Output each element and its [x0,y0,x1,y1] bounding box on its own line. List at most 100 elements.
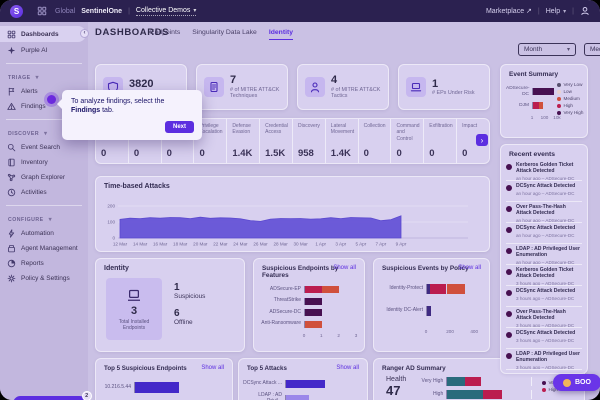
tactic-count: 0 [462,148,468,159]
tactic-column[interactable]: Credential Access 1.5K [260,119,293,163]
bar-row[interactable]: High [416,390,532,399]
marketplace-link[interactable]: Marketplace ↗ [485,8,532,15]
kpi-card[interactable]: 1 # EPs Under Risk [398,64,490,110]
tab-endpoints[interactable]: Endpoints [150,29,181,36]
sentinelone-logo-icon[interactable]: S [10,4,23,18]
recent-event-item[interactable]: Kerberos Golden Ticket Attack Detected 3 … [506,265,582,286]
bar-row[interactable]: LDAP : AD Privil... [243,392,357,400]
recent-event-item[interactable]: Kerberos Golden Ticket Attack Detected an… [506,160,582,181]
sidebar-collapse-button[interactable]: ‹ [80,29,89,38]
tab-identity[interactable]: Identity [268,29,294,40]
sidebar-item-agent-management[interactable]: Agent Management [0,241,88,256]
suspicious-stat[interactable]: 1 Suspicious [174,282,206,300]
sidebar-section-discover[interactable]: DISCOVER ▾ [8,131,48,137]
sidebar-item-reports[interactable]: Reports [0,256,88,271]
recent-event-item[interactable]: LDAP : AD Privileged User Enumeration 3 h… [506,349,582,370]
tactic-column[interactable]: 0 [162,119,195,163]
tour-beacon-findings[interactable] [47,95,56,104]
bar-track [134,382,222,393]
floating-demo-button[interactable]: BOO [553,374,600,391]
show-all-link[interactable]: Show all [333,265,356,271]
tactic-column[interactable]: Impact 0 [457,119,489,163]
help-menu[interactable]: Help ▾ [545,7,567,15]
severity-filter-select[interactable]: Med [584,43,600,56]
bar-row[interactable]: Identity DC-Alert [378,306,479,316]
sidebar-item-event-search[interactable]: Event Search [0,140,88,155]
bar-row[interactable]: Very High [416,377,532,386]
tactic-column[interactable]: Collection 0 [359,119,392,163]
legend-item: High [542,387,576,392]
app-switcher-icon[interactable] [37,6,47,16]
tactics-scroll-right-button[interactable]: › [476,134,488,146]
svg-text:26 Mar: 26 Mar [253,242,268,247]
flag-icon [7,87,16,96]
tactic-column[interactable]: Discovery 958 [293,119,326,163]
kpi-card[interactable]: 4 # of MITRE ATT&CK Tactics [297,64,389,110]
bar-row[interactable]: DCSync Attack ... [243,380,357,388]
recent-event-item[interactable]: LDAP : AD Privileged User Enumeration an … [506,244,582,265]
tactic-column[interactable]: Command and Control 0 [391,119,425,163]
sidebar-item-purple-ai[interactable]: Purple AI [0,42,88,58]
recent-event-item[interactable]: Over Pass-The-Hash Attack Detected an hou… [506,202,582,223]
bar-row[interactable]: DJM [506,102,557,110]
bar-row[interactable]: ADSecure-EP [258,286,356,293]
bar-row[interactable]: 10.216.5.44 [100,382,222,393]
tactic-column[interactable]: Privilege Escalation 0 [194,119,228,163]
show-all-link[interactable]: Show all [201,365,224,371]
sidebar-item-policy-settings[interactable]: Policy & Settings [0,271,88,286]
bar-segment [305,320,322,328]
offline-stat[interactable]: 6 Offline [174,308,193,326]
recent-event-item[interactable]: DCSync Attack Detected an hour ago – ADSe… [506,223,582,244]
user-avatar-icon[interactable] [580,6,590,16]
bar-row[interactable]: Identity-Protect [378,284,479,294]
threat-dot-icon [506,290,512,296]
recent-event-item[interactable]: DCSync Attack Detected an hour ago – ADSe… [506,181,582,202]
recent-event-item[interactable]: DCSync Attack Detected 3 hours ago – ADSe… [506,286,582,307]
sidebar-item-alerts[interactable]: Alerts [0,84,88,99]
sidebar-section-configure[interactable]: CONFIGURE ▾ [8,217,53,223]
sidebar-item-findings[interactable]: Findings [0,99,88,114]
sidebar-item-activities[interactable]: Activities [0,185,88,200]
tactic-column[interactable]: 0 [129,119,162,163]
tour-next-button[interactable]: Next [164,121,194,133]
legend-dot-icon [542,387,546,392]
sidebar-item-graph-explorer[interactable]: Graph Explorer [0,170,88,185]
sidebar-item-automation[interactable]: Automation [0,226,88,241]
sidebar-section-triage[interactable]: TRIAGE ▾ [8,75,40,81]
top-endpoints-chart: 10.216.5.44 [96,374,232,393]
bar-category-label: Very High [421,377,444,384]
total-endpoints-tile[interactable]: 3 Total Installed Endpoints [106,278,162,340]
tactic-column[interactable]: 0 [96,119,129,163]
sidebar: Dashboards ‹ Purple AI TRIAGE ▾ Alerts Findi… [0,22,92,400]
site-selector[interactable]: Collective Demos ▾ [135,6,197,16]
show-all-link[interactable]: Show all [336,365,359,371]
product-tour-button[interactable]: PRODUCT TOUR 2 [13,391,92,400]
recent-event-item[interactable]: Over Pass-The-Hash Attack Detected 3 hour… [506,307,582,328]
svg-text:20 Mar: 20 Mar [193,242,208,247]
tactic-column[interactable]: Defense Evasion 1.4K [227,119,261,163]
bar-row[interactable]: ADSecure-DC [506,86,557,97]
top-attacks-chart: DCSync Attack ... LDAP : AD Privil... [239,374,367,400]
tab-singularity-data-lake[interactable]: Singularity Data Lake [192,29,257,36]
svg-text:24 Mar: 24 Mar [233,242,248,247]
tactic-count: 0 [101,148,107,159]
kpi-card[interactable]: 7 # of MITRE ATT&CK Techniques [196,64,288,110]
show-all-link[interactable]: Show all [458,265,481,271]
period-filter-select[interactable]: Month ▾ [518,43,576,56]
sidebar-item-inventory[interactable]: Inventory [0,155,88,170]
bar-segment [305,309,322,316]
bar-segment [429,284,447,294]
axis-tick-label: 3 [354,333,358,338]
tactic-count: 0 [429,148,435,159]
event-title: Kerberos Golden Ticket Attack Detected [516,267,574,279]
sidebar-item-dashboards[interactable]: Dashboards ‹ [0,26,89,42]
tactic-column[interactable]: Lateral Movement 1.4K [326,119,359,163]
tactic-column[interactable]: Exfiltration 0 [424,119,458,163]
bar-row[interactable]: Anti-Ransomware [258,320,356,328]
event-title: DCSync Attack Detected [516,183,576,189]
event-meta: an hour ago – ADSecure-DC [516,232,575,238]
tactic-name: Command and Control [396,123,420,142]
recent-event-item[interactable]: DCSync Attack Detected 3 hours ago – ADSe… [506,328,582,349]
bar-row[interactable]: ThreatStrike [258,297,356,305]
bar-row[interactable]: ADSecure-DC [258,309,356,316]
